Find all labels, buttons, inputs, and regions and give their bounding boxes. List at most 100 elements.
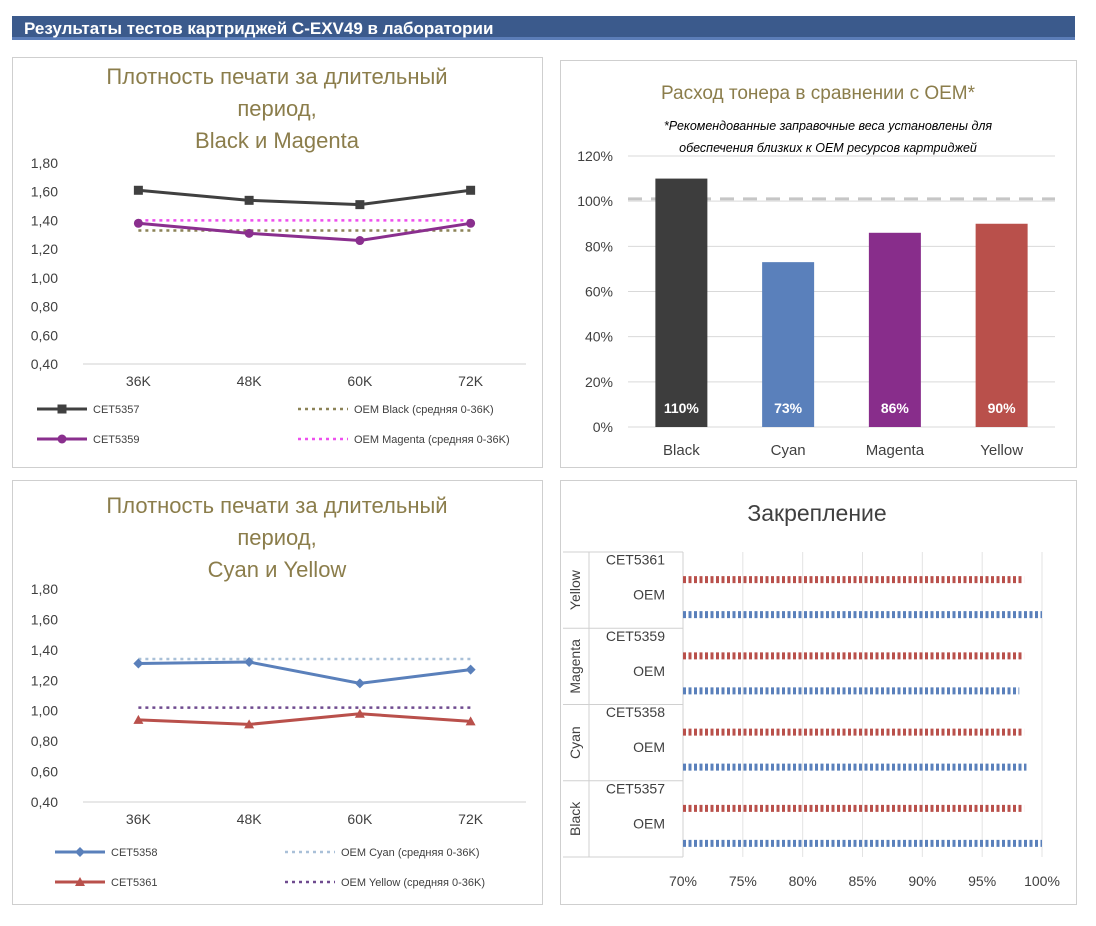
group-label: Magenta [567,639,583,694]
x-tick-label: 72K [458,373,484,389]
series-line [138,221,471,243]
chart-panel-cyan-yellow: Плотность печати за длительный период, Cya… [12,480,543,905]
chart-title-line: период, [237,525,316,550]
chart-title-line: Black и Magenta [195,128,360,153]
bar [868,232,921,427]
fusing-chart: Закрепление 70% 75% 80% 85% 90% 95% 100% Yellow C… [563,500,1060,889]
row-label: CET5358 [606,704,665,720]
y-tick-label: 40% [585,329,613,345]
bar-value-label: 73% [774,400,803,416]
y-tick-label: 1,20 [31,672,58,688]
bar [975,223,1028,427]
series-line [138,660,471,685]
x-tick-label: 36K [126,811,152,827]
data-point [244,657,255,668]
y-tick-label: 100% [577,193,613,209]
group-label: Yellow [567,569,583,610]
legend-label: OEM Cyan (средняя 0-36K) [341,847,479,859]
data-point [355,200,365,210]
chart-title: Закрепление [747,500,886,526]
y-tick-label: 0,80 [31,299,58,315]
data-point [244,195,254,205]
y-tick-label: 1,60 [31,184,58,200]
data-point [133,185,143,195]
legend-marker [75,877,85,886]
legend-label: OEM Yellow (средняя 0-36K) [341,877,485,889]
x-tick-label: 70% [669,873,697,889]
page-title-bar: Результаты тестов картриджей C-EXV49 в л… [12,16,1075,40]
x-tick-label: 72K [458,811,484,827]
data-point [133,714,144,724]
y-tick-label: 0,40 [31,356,58,372]
x-tick-label: 48K [237,373,263,389]
x-tick-label: 60K [347,373,373,389]
chart-title-line: Плотность печати за длительный [106,493,447,518]
toner-usage-chart: Расход тонера в сравнении с OEM* *Рекомен… [577,83,1055,459]
chart-panel-toner-usage: Расход тонера в сравнении с OEM* *Рекомен… [560,60,1077,468]
row-label: CET5359 [606,628,665,644]
legend-label: CET5361 [111,877,157,889]
data-point [244,719,255,729]
x-tick-label: 36K [126,373,152,389]
y-tick-label: 1,00 [31,270,58,286]
density-chart-cyan-yellow: Плотность печати за длительный период, Cya… [31,493,526,889]
series-line [138,188,471,207]
data-point [354,708,365,718]
data-point [244,228,254,238]
y-tick-label: 1,40 [31,212,58,228]
x-tick-label: 90% [908,873,936,889]
row-label: OEM [633,815,665,831]
row-label: CET5361 [606,552,665,568]
row-label: OEM [633,587,665,603]
y-tick-label: 0,80 [31,733,58,749]
group-label: Black [567,801,583,836]
chart-panel-black-magenta: Плотность печати за длительный период, Bla… [12,57,543,468]
x-tick-label: Black [663,442,700,459]
x-tick-label: 75% [729,873,757,889]
legend-label: OEM Magenta (средняя 0-36K) [354,434,510,446]
y-tick-label: 1,20 [31,241,58,257]
data-point [354,678,365,689]
y-tick-label: 60% [585,284,613,300]
data-point [466,218,476,228]
data-point [465,664,476,675]
x-tick-label: 48K [237,811,263,827]
y-tick-label: 120% [577,148,613,164]
y-tick-label: 80% [585,238,613,254]
legend-label: CET5357 [93,404,139,416]
y-tick-label: 0% [593,419,613,435]
chart-title: Расход тонера в сравнении с OEM* [661,83,976,104]
y-tick-label: 20% [585,374,613,390]
data-point [466,185,476,195]
row-label: OEM [633,663,665,679]
row-label: CET5357 [606,780,665,796]
chart-title-line: период, [237,96,316,121]
series-line [138,712,471,726]
y-tick-label: 1,60 [31,611,58,627]
y-tick-label: 0,60 [31,764,58,780]
legend-label: CET5358 [111,847,157,859]
y-tick-label: 0,40 [31,794,58,810]
data-point [133,658,144,669]
x-tick-label: 100% [1024,873,1060,889]
data-point [355,236,365,246]
y-tick-label: 1,40 [31,642,58,658]
legend-label: CET5359 [93,434,139,446]
density-chart-black-magenta: Плотность печати за длительный период, Bla… [31,64,526,446]
bar-value-label: 90% [988,400,1017,416]
bar [655,178,708,427]
chart-note: *Рекомендованные заправочные веса устано… [664,119,992,133]
bar [762,262,815,427]
legend-marker [57,434,67,444]
legend-marker [75,847,85,857]
x-tick-label: 95% [968,873,996,889]
page-title: Результаты тестов картриджей C-EXV49 в л… [24,19,494,38]
y-tick-label: 1,80 [31,155,58,171]
x-tick-label: Magenta [866,442,925,459]
bar-value-label: 110% [664,400,700,416]
bar-value-label: 86% [881,400,910,416]
row-label: OEM [633,739,665,755]
chart-panel-fusing: Закрепление 70% 75% 80% 85% 90% 95% 100% Yellow C… [560,480,1077,905]
x-tick-label: 85% [848,873,876,889]
y-tick-label: 1,00 [31,703,58,719]
